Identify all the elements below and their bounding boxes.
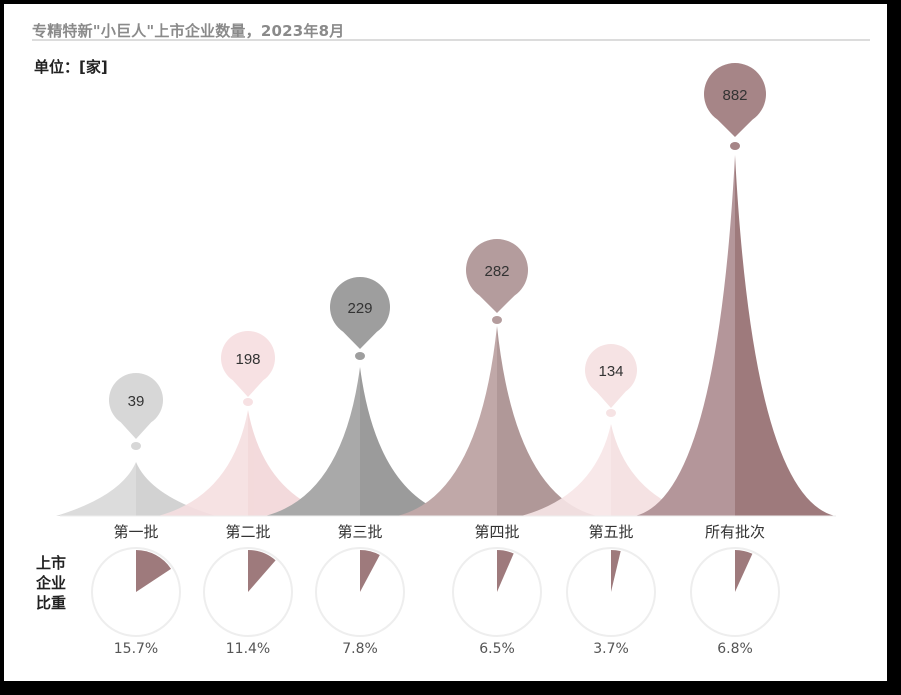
share-percent-label: 7.8% bbox=[342, 641, 378, 657]
category-label: 所有批次 bbox=[704, 523, 766, 541]
category-label: 第三批 bbox=[337, 523, 383, 541]
share-percent-label: 11.4% bbox=[225, 641, 271, 657]
category-label: 第二批 bbox=[225, 523, 271, 541]
share-pie bbox=[91, 547, 181, 637]
share-pie bbox=[315, 547, 405, 637]
unit-label: 单位：[家] bbox=[34, 58, 108, 76]
title-divider bbox=[32, 39, 870, 41]
value-pin: 198 bbox=[221, 331, 275, 406]
spike-bar bbox=[397, 326, 597, 516]
share-side-label: 上市企业比重 bbox=[36, 554, 67, 612]
share-percent-label: 3.7% bbox=[593, 641, 629, 657]
share-pie bbox=[203, 547, 293, 637]
spike-bar bbox=[158, 410, 338, 516]
value-label: 882 bbox=[722, 87, 747, 104]
share-percent-label: 6.8% bbox=[717, 641, 753, 657]
value-pin: 282 bbox=[466, 238, 528, 324]
category-label: 第一批 bbox=[113, 523, 159, 541]
value-pin: 39 bbox=[109, 373, 163, 450]
share-pie bbox=[452, 547, 542, 637]
category-label: 第四批 bbox=[474, 523, 520, 541]
share-percent-label: 15.7% bbox=[113, 641, 159, 657]
spike-bar bbox=[635, 155, 835, 516]
value-pin: 882 bbox=[704, 62, 766, 150]
share-pie bbox=[690, 547, 780, 637]
category-label: 第五批 bbox=[588, 523, 634, 541]
spike-bar bbox=[56, 462, 216, 516]
value-label: 134 bbox=[598, 363, 623, 380]
value-label: 39 bbox=[128, 393, 145, 410]
value-label: 198 bbox=[235, 351, 260, 368]
value-pin: 229 bbox=[330, 277, 390, 360]
share-percent-label: 6.5% bbox=[479, 641, 515, 657]
value-label: 229 bbox=[347, 300, 372, 317]
chart-title: 专精特新"小巨人"上市企业数量，2023年8月 bbox=[32, 22, 345, 40]
value-label: 282 bbox=[484, 263, 509, 280]
spike-bar bbox=[265, 367, 455, 516]
share-pie bbox=[566, 547, 656, 637]
value-pin: 134 bbox=[585, 344, 637, 417]
spike-bar bbox=[521, 424, 701, 516]
